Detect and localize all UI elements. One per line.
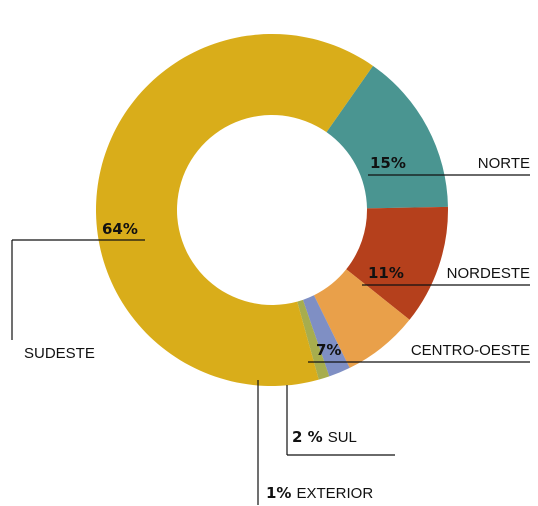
donut-slice [313,269,410,368]
value-label: 7% [316,341,341,359]
category-label: NORTE [478,155,530,172]
category-label: EXTERIOR [296,485,373,502]
donut-slice [297,299,330,380]
category-label: NORDESTE [447,265,530,282]
value-label: 11% [368,264,404,282]
slice-label: 1% EXTERIOR [266,484,373,502]
slice-label: 2 % SUL [292,428,357,446]
donut-slice [302,295,350,377]
value-label: 2 % [292,428,323,446]
value-label: 64% [102,220,138,238]
value-label: 1% [266,484,291,502]
donut-slice [326,65,448,209]
donut-slice [96,34,373,387]
category-label: CENTRO-OESTE [411,342,530,359]
value-label: 15% [370,154,406,172]
donut-slice [346,206,449,320]
category-label: SUL [328,429,357,446]
category-label: SUDESTE [24,345,95,362]
